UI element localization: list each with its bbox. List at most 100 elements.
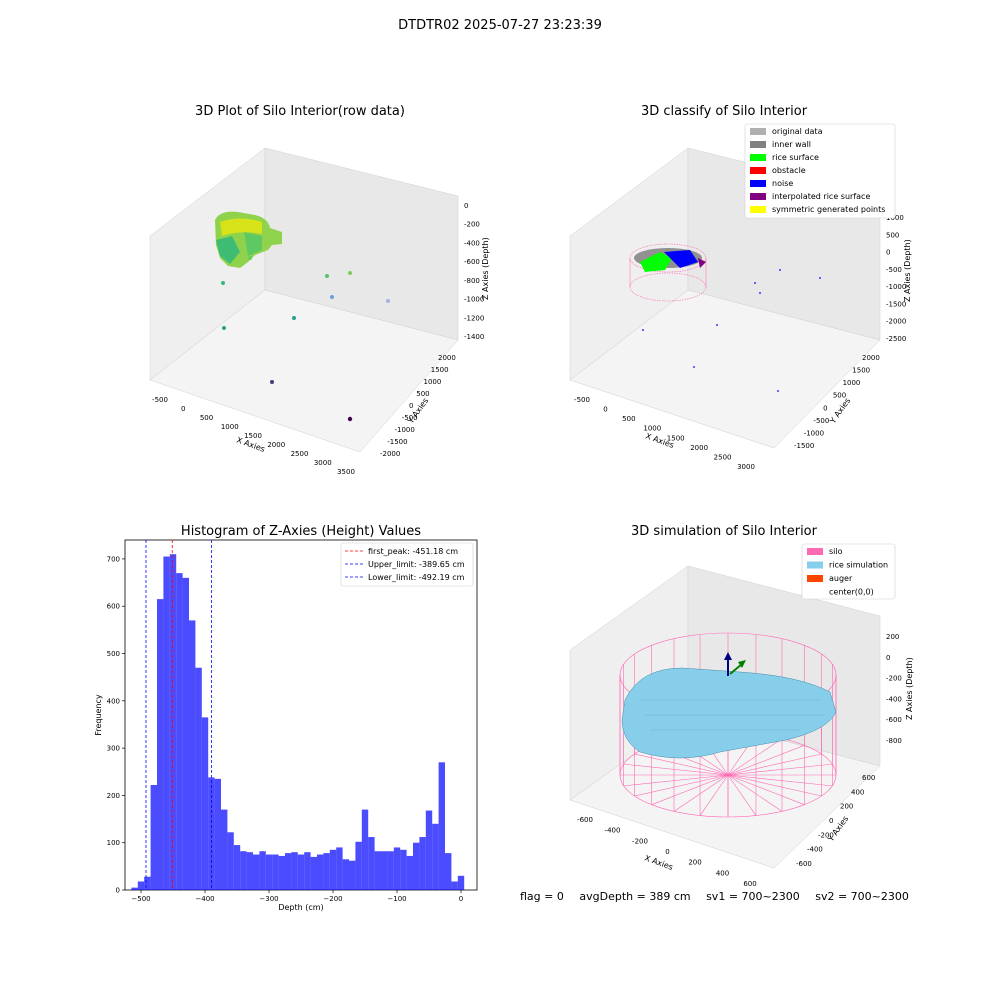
- histogram-bar: [400, 849, 407, 890]
- histogram-bar: [221, 809, 228, 890]
- classify-legend-swatch: [750, 128, 766, 135]
- raw-y-tick: -500: [402, 414, 418, 422]
- classify-z-axis-label: Z Axies (Depth): [903, 239, 912, 302]
- histogram-bar: [150, 785, 157, 890]
- raw-x-tick: 2000: [267, 441, 285, 449]
- histogram-x-tick: −100: [387, 895, 406, 903]
- raw-y-tick: 500: [416, 390, 429, 398]
- classify-legend-swatch: [750, 141, 766, 148]
- simulation-legend-swatch: [807, 548, 823, 555]
- figure-title: DTDTR02 2025-07-27 23:23:39: [398, 18, 602, 33]
- simulation-x-tick: 600: [743, 880, 756, 888]
- classify-x-tick: 500: [622, 415, 635, 423]
- histogram-bar: [208, 777, 215, 890]
- histogram-bar: [368, 837, 375, 890]
- histogram-x-tick: −500: [131, 895, 150, 903]
- classify-x-tick: 2000: [690, 444, 708, 452]
- classify-y-tick: 2000: [862, 354, 880, 362]
- histogram-bar: [425, 810, 433, 890]
- classify-legend-entry: obstacle: [772, 166, 806, 175]
- histogram-x-tick: −300: [259, 895, 278, 903]
- histogram-bar: [291, 852, 298, 890]
- classify-y-tick: -1000: [804, 429, 824, 437]
- simulation-y-tick: 200: [840, 803, 853, 811]
- raw-y-tick: 0: [409, 402, 413, 410]
- histogram-bar: [432, 823, 439, 890]
- raw-z-axis-label: Z Axies (Depth): [481, 237, 490, 300]
- classify-x-tick: 1500: [667, 434, 685, 442]
- status-row: flag = 0 avgDepth = 389 cm sv1 = 700~230…: [520, 890, 921, 903]
- simulation-x-tick: -600: [577, 816, 593, 824]
- histogram-bar: [361, 809, 369, 890]
- classify-legend-entry: inner wall: [772, 140, 811, 149]
- histogram-bar: [374, 851, 381, 890]
- raw-plot-title: 3D Plot of Silo Interior(row data): [195, 104, 405, 119]
- raw-x-tick: 3500: [337, 468, 355, 476]
- histogram-bar: [278, 855, 285, 890]
- simulation-legend-entry: center(0,0): [829, 588, 874, 597]
- simulation-legend-entry: silo: [829, 547, 843, 556]
- histogram-bar: [189, 620, 196, 890]
- histogram-bar: [259, 851, 266, 890]
- simulation-z-axis-label: Z Axies (Depth): [905, 657, 914, 720]
- histogram-legend-entry: Lower_limit: -492.19 cm: [368, 573, 465, 582]
- classify-x-tick: 0: [603, 406, 607, 414]
- histogram-bar: [201, 717, 209, 890]
- histogram-bar: [246, 852, 253, 890]
- flag-text: flag = 0: [520, 890, 564, 903]
- simulation-z-tick: 0: [886, 654, 890, 662]
- simulation-z-tick: -400: [886, 695, 902, 703]
- classify-legend-swatch: [750, 180, 766, 187]
- histogram-bar: [419, 837, 426, 890]
- classify-y-tick: -1500: [794, 442, 814, 450]
- rice-simulation-surface: [621, 667, 837, 759]
- classify-z-tick: -2000: [886, 318, 906, 326]
- histogram-bar: [381, 851, 388, 890]
- histogram-bar: [438, 762, 445, 890]
- classify-legend-entry: noise: [772, 179, 793, 188]
- classify-y-tick: 0: [823, 404, 827, 412]
- simulation-y-tick: 0: [829, 817, 833, 825]
- classify-legend-swatch: [750, 167, 766, 174]
- classify-y-tick: 1500: [852, 367, 870, 375]
- histogram-bar: [451, 881, 458, 890]
- raw-x-tick: 1000: [221, 423, 239, 431]
- histogram-bar: [169, 554, 177, 890]
- raw-y-tick: 1000: [424, 378, 442, 386]
- histogram-bar: [406, 855, 413, 890]
- simulation-legend-entry: auger: [829, 574, 853, 583]
- histogram-bar: [214, 778, 221, 890]
- simulation-y-tick: -200: [818, 831, 834, 839]
- histogram-bar: [342, 859, 349, 890]
- sv2-text: sv2 = 700~2300: [815, 890, 909, 903]
- simulation-x-tick: -200: [632, 837, 648, 845]
- classify-legend-entry: interpolated rice surface: [772, 192, 870, 201]
- raw-z-tick: -1400: [464, 333, 484, 341]
- histogram-bar: [182, 577, 189, 890]
- histogram-x-tick: −400: [195, 895, 214, 903]
- classify-z-tick: 500: [886, 231, 899, 239]
- histogram-bar: [317, 854, 324, 890]
- simulation-x-tick: -400: [605, 827, 621, 835]
- histogram-bar: [297, 854, 305, 890]
- histogram-bar: [329, 849, 337, 890]
- simulation-legend-swatch: [807, 561, 823, 569]
- raw-y-tick: -1000: [395, 426, 415, 434]
- raw-y-tick: 1500: [431, 366, 449, 374]
- histogram-legend: first_peak: -451.18 cm Upper_limit: -389.…: [340, 542, 474, 587]
- raw-y-axis-label: Y Axies: [406, 396, 431, 426]
- histogram-bar: [253, 854, 260, 890]
- histogram-bar: [387, 851, 394, 890]
- classify-z-tick: -1000: [886, 283, 906, 291]
- histogram-title: Histogram of Z-Axies (Height) Values: [180, 524, 422, 539]
- simulation-z-tick: 200: [886, 633, 899, 641]
- simulation-legend: silo rice simulation auger center(0,0): [801, 543, 896, 600]
- histogram-bar: [157, 599, 164, 890]
- histogram-y-tick: 600: [107, 603, 120, 611]
- classify-x-tick: -500: [574, 396, 590, 404]
- histogram-y-tick: 300: [107, 745, 120, 753]
- histogram-bar: [265, 854, 273, 890]
- classify-y-tick: 1000: [843, 379, 861, 387]
- raw-x-tick: 2500: [291, 450, 309, 458]
